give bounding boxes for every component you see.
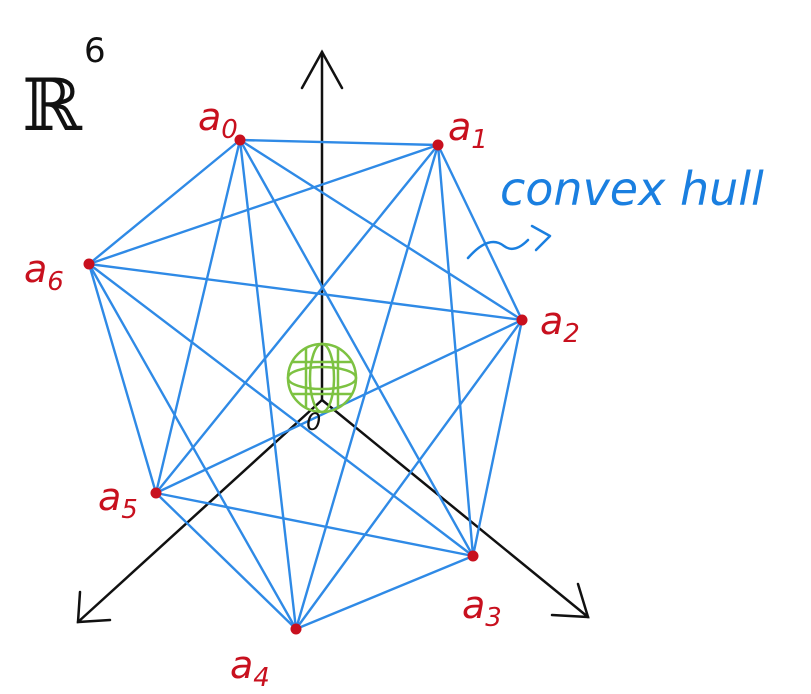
origin-label: 0 <box>306 408 321 436</box>
vertex-subscript: 5 <box>121 495 138 525</box>
edge-a1-a6 <box>87 143 440 266</box>
vertex-subscript: 0 <box>221 115 238 145</box>
vertex-label-a6: a6 <box>24 247 64 297</box>
vertex-letter: a <box>24 247 47 291</box>
edge-a2-a6 <box>87 262 524 322</box>
vertex-dot-a2 <box>516 314 528 326</box>
vertex-subscript: 6 <box>47 267 64 297</box>
edge-a0-a3 <box>238 138 475 558</box>
vertex-subscript: 3 <box>485 603 502 633</box>
vertex-dot-a4 <box>290 623 302 635</box>
edge-a4-a5 <box>154 491 298 631</box>
origin-ball <box>286 342 358 414</box>
vertex-letter: a <box>448 105 471 149</box>
edge-a1-a4 <box>294 143 440 631</box>
annotation-arrow <box>466 238 530 260</box>
axis-down-right-arrowhead <box>550 582 590 619</box>
space-label: ℝ 6 <box>22 31 106 147</box>
axis-down-right <box>320 398 590 619</box>
annotation-text: convex hull <box>500 162 764 216</box>
edge-a3-a6 <box>87 262 475 558</box>
ball-equator <box>286 365 358 391</box>
edge-a0-a5 <box>154 138 242 495</box>
vertex-dot-a3 <box>467 550 479 562</box>
vertex-label-a0: a0 <box>198 95 238 145</box>
vertex-dots <box>83 134 528 635</box>
edge-a0-a6 <box>87 138 242 266</box>
edge-a2-a3 <box>471 318 524 558</box>
edge-a0-a1 <box>238 138 440 147</box>
vertex-label-a5: a5 <box>98 475 138 525</box>
edge-a1-a5 <box>154 143 440 495</box>
vertex-dot-a5 <box>150 487 162 499</box>
vertex-subscript: 1 <box>471 125 488 155</box>
vertex-label-a4: a4 <box>230 643 270 693</box>
vertex-letter: a <box>462 583 485 627</box>
vertex-dot-a6 <box>83 258 95 270</box>
space-exponent: 6 <box>84 31 106 71</box>
vertex-subscript: 4 <box>253 663 270 693</box>
edge-a0-a4 <box>238 138 298 631</box>
edge-a4-a6 <box>87 262 298 631</box>
edge-a0-a2 <box>238 138 524 322</box>
coordinate-axes <box>76 49 590 624</box>
edge-a3-a5 <box>154 491 475 558</box>
edge-a2-a4 <box>294 318 524 631</box>
axis-down-left <box>76 398 324 624</box>
vertex-dot-a1 <box>432 139 444 151</box>
vertex-letter: a <box>198 95 221 139</box>
vertex-letter: a <box>98 475 121 519</box>
edge-a1-a2 <box>436 143 524 322</box>
vertex-letter: a <box>230 643 253 687</box>
vertex-label-a3: a3 <box>462 583 502 633</box>
space-symbol: ℝ <box>22 63 83 147</box>
edge-a5-a6 <box>87 262 158 495</box>
vertex-label-a1: a1 <box>448 105 488 155</box>
convex-hull-annotation: convex hull <box>466 162 764 260</box>
vertex-subscript: 2 <box>563 319 580 349</box>
vertex-letter: a <box>540 299 563 343</box>
vertex-label-a2: a2 <box>540 299 580 349</box>
edge-a3-a4 <box>294 554 475 631</box>
annotation-arrowhead <box>530 224 552 252</box>
hull-edges <box>87 138 524 631</box>
vertex-dot-a0 <box>234 134 246 146</box>
axis-up-arrowhead <box>300 49 344 90</box>
axis-down-left-arrowhead <box>76 590 112 624</box>
ball-meridian <box>308 342 336 414</box>
